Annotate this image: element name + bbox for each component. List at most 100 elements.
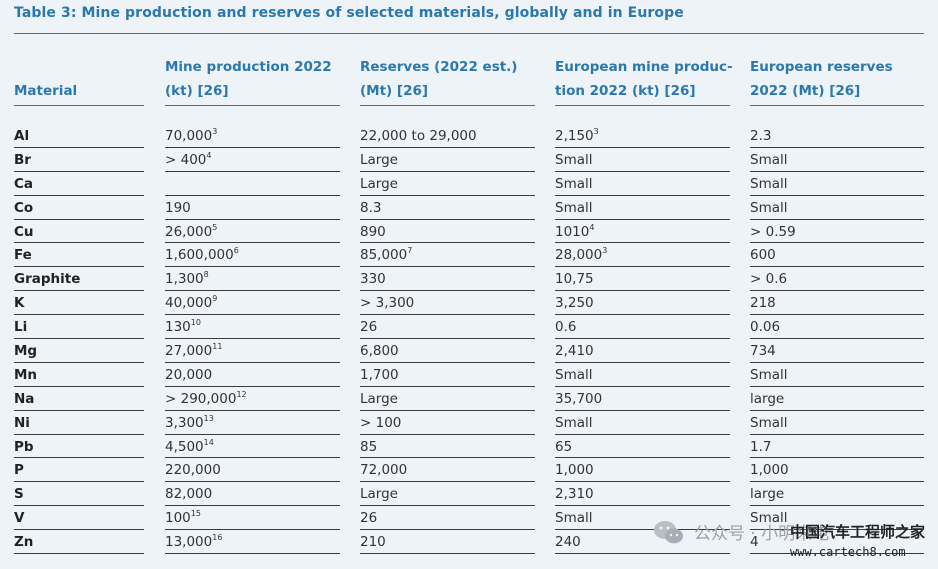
cell-reserves-value: 1,700 — [360, 366, 399, 383]
cell-eu-reserves-value: 600 — [750, 247, 776, 264]
header-eu-reserves-line-2: 2022 (Mt) [26] — [750, 83, 861, 99]
cell-eu-reserves-value: Small — [750, 366, 788, 383]
cell-material-value: Na — [14, 390, 35, 407]
cell-production-value: 40,000 — [165, 295, 213, 312]
cell-reserves: 26 — [360, 506, 535, 531]
footnote-marker: 12 — [236, 389, 247, 399]
table-row: Mn 20,000 1,700 Small Small — [0, 363, 938, 387]
cell-eu-reserves-value: Small — [750, 175, 788, 192]
cell-production-value: 70,000 — [165, 128, 213, 144]
cell-eu-reserves: 218 — [750, 291, 924, 316]
cell-material: Na — [14, 387, 144, 411]
cell-production: 1,600,0006 — [165, 243, 340, 268]
table-row: Ni 3,30013 > 100 Small Small — [0, 411, 938, 435]
cell-eu-production-value: 2,150 — [555, 128, 594, 144]
cell-production: 190 — [165, 196, 340, 220]
cell-production: 26,0005 — [165, 220, 340, 244]
table-row: Zn 13,00016 210 240 4 — [0, 530, 938, 555]
cell-material: S — [14, 482, 144, 507]
cell-material: Mn — [14, 363, 144, 387]
cell-reserves-value: 6,800 — [360, 343, 399, 360]
cell-eu-reserves: Small — [750, 196, 924, 220]
cell-material-value: Li — [14, 319, 28, 336]
cell-eu-production: 28,0003 — [555, 243, 730, 268]
cell-production: 70,0003 — [165, 124, 340, 148]
cell-material-value: P — [14, 462, 24, 479]
footnote-marker: 6 — [233, 246, 239, 256]
cell-eu-production-value: Small — [555, 199, 593, 216]
cell-production: > 4004 — [165, 148, 340, 172]
table-row: Mg 27,00011 6,800 2,410 734 — [0, 339, 938, 363]
cell-material: Ca — [14, 172, 144, 196]
footnote-marker: 11 — [212, 342, 223, 352]
cell-material: Al — [14, 124, 144, 148]
cell-material: Ni — [14, 411, 144, 435]
footnote-marker: 5 — [212, 222, 218, 232]
cell-eu-production-value: 1,000 — [555, 462, 594, 479]
cell-reserves-value: 330 — [360, 271, 386, 288]
header-eu-production-line-1: European mine produc- — [555, 59, 733, 75]
table-body: Al 70,0003 22,000 to 29,000 2,1503 2.3 Br > 40… — [0, 124, 938, 555]
cell-eu-reserves-value: large — [750, 486, 785, 503]
cell-reserves: 330 — [360, 267, 535, 292]
cell-eu-production-value: 2,410 — [555, 343, 594, 360]
header-reserves: Reserves (2022 est.) (Mt) [26] — [360, 50, 535, 106]
cell-eu-production: Small — [555, 172, 730, 196]
table-row: Na > 290,00012 Large 35,700 large — [0, 387, 938, 411]
cell-reserves: > 100 — [360, 411, 535, 435]
header-mine-production-line-1: Mine production 2022 — [165, 59, 332, 75]
footnote-marker: 16 — [212, 533, 223, 543]
cell-eu-reserves-value: 2.3 — [750, 128, 772, 144]
cell-eu-reserves: Small — [750, 172, 924, 196]
table-header: Material Mine production 2022 (kt) [26] … — [0, 50, 938, 106]
cell-material-value: Ni — [14, 414, 30, 431]
watermark: 公众号 · 小明来电 中国汽车工程师之家 www.cartech8.com — [650, 515, 935, 565]
cell-eu-reserves: 1.7 — [750, 435, 924, 459]
cell-eu-production-value: Small — [555, 151, 593, 168]
cell-reserves-value: 85 — [360, 438, 378, 455]
cell-production-value: 26,000 — [165, 223, 213, 240]
table-row: Al 70,0003 22,000 to 29,000 2,1503 2.3 — [0, 124, 938, 148]
cell-production: 13,00016 — [165, 530, 340, 555]
header-eu-reserves-line-1: European reserves — [750, 59, 893, 75]
cell-reserves: 1,700 — [360, 363, 535, 387]
cell-material: Pb — [14, 435, 144, 459]
cell-material-value: S — [14, 486, 24, 503]
cell-eu-reserves: > 0.59 — [750, 220, 924, 244]
cell-eu-reserves: > 0.6 — [750, 267, 924, 292]
cell-production-value: 190 — [165, 199, 191, 216]
cell-material: Br — [14, 148, 144, 172]
cell-reserves: 26 — [360, 315, 535, 340]
header-reserves-line-1: Reserves (2022 est.) — [360, 59, 518, 75]
footnote-marker: 4 — [206, 150, 212, 160]
cell-reserves: Large — [360, 148, 535, 172]
cell-eu-production: Small — [555, 148, 730, 172]
cell-reserves: 8.3 — [360, 196, 535, 220]
cell-production-value: 4,500 — [165, 438, 204, 455]
cell-eu-production-value: 0.6 — [555, 319, 577, 336]
cell-eu-reserves: 734 — [750, 339, 924, 363]
cell-production: 220,000 — [165, 458, 340, 483]
cell-production-value: 1,300 — [165, 271, 204, 288]
cell-reserves-value: Large — [360, 390, 398, 407]
watermark-brand: 中国汽车工程师之家 — [790, 523, 926, 541]
cell-material-value: Cu — [14, 223, 34, 240]
watermark-url: www.cartech8.com — [790, 545, 906, 559]
table-caption: Table 3: Mine production and reserves of… — [14, 5, 684, 21]
table-row: Br > 4004 Large Small Small — [0, 148, 938, 172]
cell-eu-production: 2,410 — [555, 339, 730, 363]
cell-eu-production: Small — [555, 411, 730, 435]
header-mine-production-line-2: (kt) [26] — [165, 83, 229, 99]
cell-material: Cu — [14, 220, 144, 244]
table-row: Ca Large Small Small — [0, 172, 938, 196]
cell-material-value: Mg — [14, 343, 38, 360]
footnote-marker: 4 — [589, 222, 595, 232]
cell-production — [165, 172, 340, 196]
cell-production: 1,3008 — [165, 267, 340, 292]
cell-material-value: Br — [14, 151, 31, 168]
cell-eu-production-value: Small — [555, 366, 593, 383]
cell-reserves: 72,000 — [360, 458, 535, 483]
cell-eu-production: 0.6 — [555, 315, 730, 340]
cell-eu-reserves-value: 734 — [750, 343, 776, 360]
footnote-marker: 7 — [407, 246, 413, 256]
